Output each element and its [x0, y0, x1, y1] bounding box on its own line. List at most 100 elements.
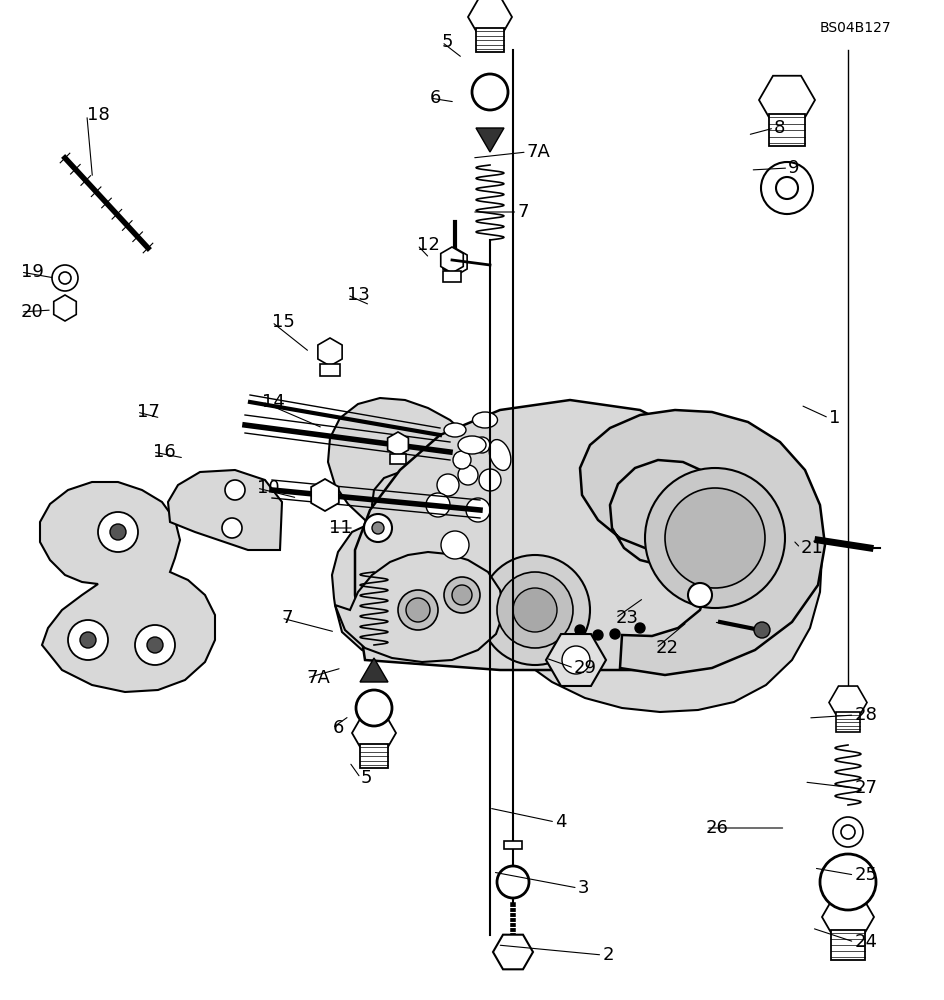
- Circle shape: [356, 690, 392, 726]
- Text: 5: 5: [442, 33, 453, 51]
- Circle shape: [472, 74, 508, 110]
- Circle shape: [80, 632, 96, 648]
- Text: 6: 6: [430, 89, 441, 107]
- Text: 9: 9: [788, 159, 800, 177]
- Circle shape: [513, 588, 557, 632]
- Circle shape: [635, 623, 645, 633]
- Polygon shape: [831, 930, 865, 960]
- Text: 16: 16: [153, 443, 176, 461]
- Text: 15: 15: [272, 313, 295, 331]
- Polygon shape: [759, 76, 815, 124]
- Circle shape: [406, 598, 430, 622]
- Text: 4: 4: [555, 813, 566, 831]
- Circle shape: [645, 468, 785, 608]
- Circle shape: [444, 577, 480, 613]
- Ellipse shape: [444, 423, 466, 437]
- Polygon shape: [388, 432, 409, 456]
- Circle shape: [820, 854, 876, 910]
- Circle shape: [398, 590, 438, 630]
- Polygon shape: [443, 248, 467, 276]
- Text: 2: 2: [602, 946, 614, 964]
- Circle shape: [458, 465, 478, 485]
- Circle shape: [479, 469, 501, 491]
- Text: 12: 12: [417, 236, 440, 254]
- Circle shape: [575, 625, 585, 635]
- Polygon shape: [360, 658, 388, 682]
- Text: 5: 5: [361, 769, 372, 787]
- Circle shape: [135, 625, 175, 665]
- Polygon shape: [822, 894, 874, 940]
- Circle shape: [426, 493, 450, 517]
- Text: 3: 3: [578, 879, 589, 897]
- Polygon shape: [328, 398, 822, 712]
- Circle shape: [761, 162, 813, 214]
- Polygon shape: [312, 479, 339, 511]
- Text: 21: 21: [801, 539, 823, 557]
- Text: 23: 23: [615, 609, 638, 627]
- Polygon shape: [360, 744, 388, 768]
- Text: 19: 19: [21, 263, 43, 281]
- Ellipse shape: [458, 436, 486, 454]
- Circle shape: [665, 488, 765, 588]
- Polygon shape: [546, 634, 606, 686]
- Circle shape: [562, 646, 590, 674]
- Circle shape: [372, 522, 384, 534]
- Polygon shape: [390, 454, 406, 464]
- Text: 27: 27: [854, 779, 877, 797]
- Circle shape: [754, 622, 770, 638]
- Circle shape: [225, 480, 245, 500]
- Circle shape: [222, 518, 242, 538]
- Circle shape: [466, 498, 490, 522]
- Ellipse shape: [473, 412, 497, 428]
- Polygon shape: [493, 935, 533, 969]
- Polygon shape: [40, 482, 215, 692]
- Polygon shape: [836, 712, 860, 732]
- Polygon shape: [769, 114, 805, 146]
- Polygon shape: [476, 128, 504, 152]
- Circle shape: [68, 620, 108, 660]
- Polygon shape: [318, 338, 342, 366]
- Polygon shape: [355, 400, 770, 670]
- Text: 22: 22: [656, 639, 679, 657]
- Polygon shape: [468, 0, 512, 36]
- Circle shape: [364, 514, 392, 542]
- Text: 29: 29: [574, 659, 597, 677]
- Circle shape: [841, 825, 855, 839]
- Polygon shape: [352, 714, 396, 752]
- Bar: [504, 841, 522, 849]
- Circle shape: [453, 451, 471, 469]
- Text: 24: 24: [854, 933, 877, 951]
- Text: 28: 28: [854, 706, 877, 724]
- Polygon shape: [476, 28, 504, 52]
- Circle shape: [474, 437, 490, 453]
- Polygon shape: [168, 470, 282, 550]
- Text: 1: 1: [829, 409, 840, 427]
- Ellipse shape: [489, 440, 511, 470]
- Circle shape: [833, 817, 863, 847]
- Circle shape: [59, 272, 71, 284]
- Circle shape: [437, 474, 459, 496]
- Text: 26: 26: [706, 819, 729, 837]
- Text: 17: 17: [137, 403, 160, 421]
- Text: 18: 18: [87, 106, 110, 124]
- Polygon shape: [441, 247, 464, 273]
- Circle shape: [688, 583, 712, 607]
- Text: 7A: 7A: [527, 143, 550, 161]
- Text: 14: 14: [262, 393, 285, 411]
- Circle shape: [110, 524, 126, 540]
- Circle shape: [593, 630, 603, 640]
- Circle shape: [147, 637, 163, 653]
- Polygon shape: [829, 686, 867, 719]
- Polygon shape: [580, 410, 825, 675]
- Text: BS04B127: BS04B127: [820, 21, 892, 35]
- Polygon shape: [443, 271, 461, 282]
- Polygon shape: [320, 364, 340, 376]
- Circle shape: [52, 265, 78, 291]
- Polygon shape: [335, 552, 504, 662]
- Text: 6: 6: [332, 719, 344, 737]
- Text: 13: 13: [347, 286, 370, 304]
- Text: 7A: 7A: [307, 669, 330, 687]
- Circle shape: [452, 585, 472, 605]
- Circle shape: [497, 866, 529, 898]
- Circle shape: [776, 177, 798, 199]
